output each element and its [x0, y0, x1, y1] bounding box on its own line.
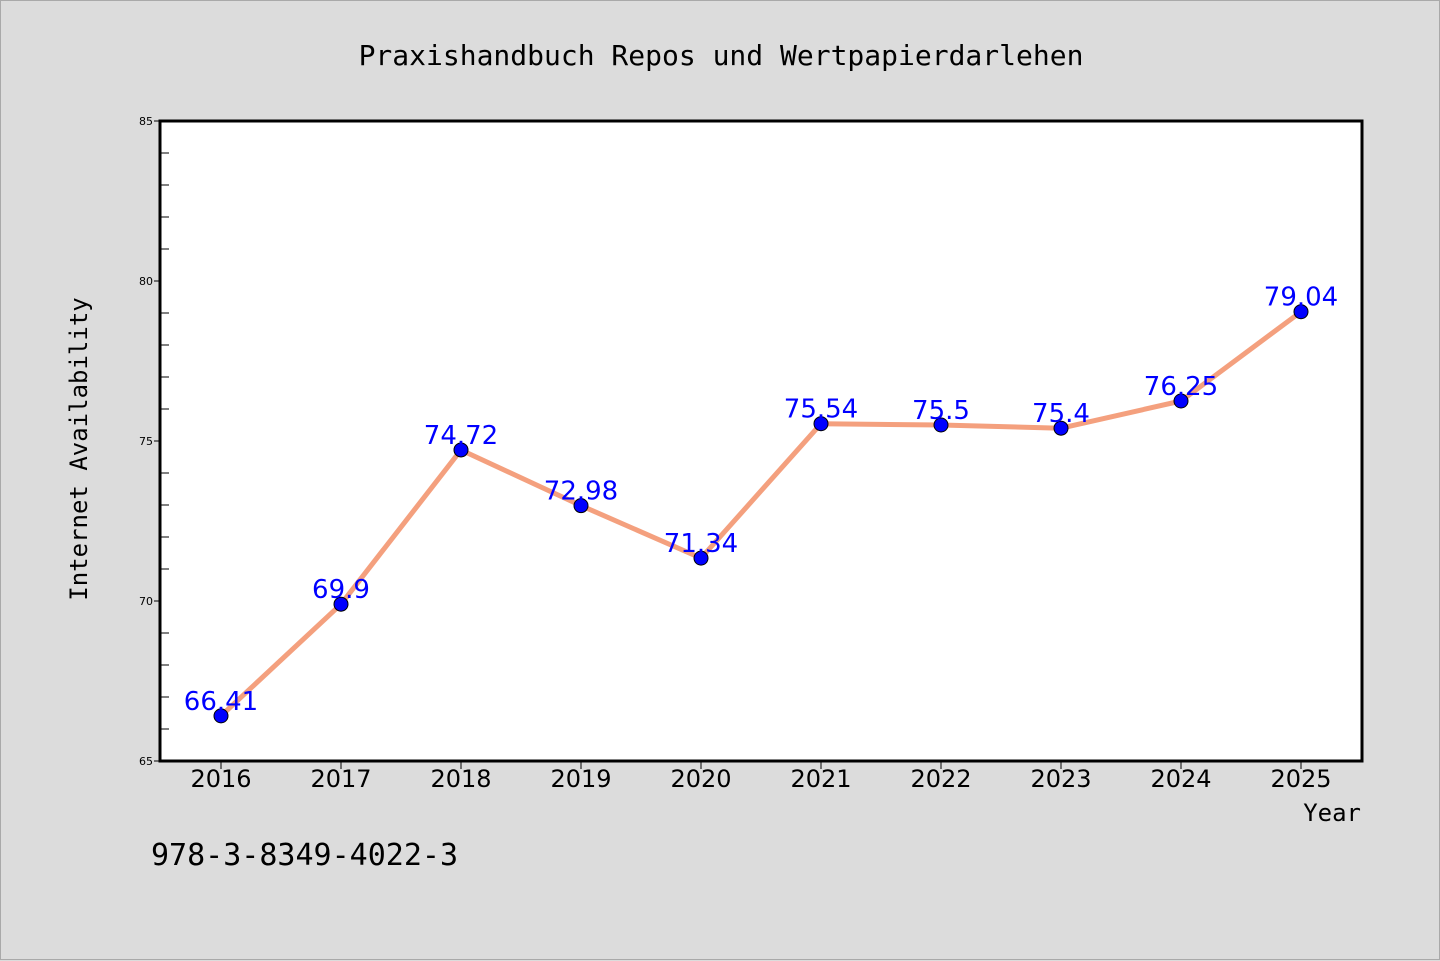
x-tick-label: 2024 [1150, 765, 1211, 793]
data-label: 69.9 [312, 575, 370, 605]
data-point [693, 550, 709, 566]
x-tick-label: 2019 [550, 765, 611, 793]
data-point [333, 596, 349, 612]
y-tick-label: 70 [139, 595, 153, 608]
x-tick-label: 2025 [1270, 765, 1331, 793]
data-label: 75.4 [1032, 399, 1090, 429]
data-label: 72.98 [544, 477, 618, 507]
data-labels: 66.41 69.9 74.72 72.98 71.34 75.54 75.5 75.4 76.… [184, 283, 1338, 717]
data-label: 76.25 [1144, 372, 1218, 402]
data-point [813, 416, 829, 432]
plot-area [158, 119, 1364, 763]
y-axis-label: Internet Availability [65, 297, 93, 600]
x-tick-label: 2018 [430, 765, 491, 793]
data-label: 66.41 [184, 687, 258, 717]
series-markers [213, 304, 1309, 724]
data-point [213, 708, 229, 724]
data-label: 71.34 [664, 529, 738, 559]
data-label: 75.54 [784, 395, 858, 425]
x-tick-label: 2022 [910, 765, 971, 793]
data-point [1293, 304, 1309, 320]
data-point [1173, 393, 1189, 409]
y-tick-label: 85 [139, 115, 153, 128]
x-axis: 2016 2017 2018 2019 2020 2021 2022 2023 2024 2025 [190, 761, 1332, 793]
x-tick-label: 2020 [670, 765, 731, 793]
series-line [218, 309, 1304, 719]
isbn-text: 978-3-8349-4022-3 [151, 838, 458, 873]
y-tick-label: 80 [139, 275, 153, 288]
data-point [573, 498, 589, 514]
data-point [933, 417, 949, 433]
y-tick-label: 75 [139, 435, 153, 448]
data-point [1053, 420, 1069, 436]
y-axis: 65 70 75 80 85 [139, 115, 169, 768]
x-tick-label: 2017 [310, 765, 371, 793]
y-tick-label: 65 [139, 755, 153, 768]
data-point [453, 442, 469, 458]
chart-title: Praxishandbuch Repos und Wertpapierdarle… [359, 39, 1084, 72]
data-label: 79.04 [1264, 283, 1338, 313]
x-axis-label: Year [1303, 799, 1361, 827]
data-label: 74.72 [424, 421, 498, 451]
x-tick-label: 2021 [790, 765, 851, 793]
data-label: 75.5 [912, 396, 970, 426]
x-tick-label: 2023 [1030, 765, 1091, 793]
x-tick-label: 2016 [190, 765, 251, 793]
